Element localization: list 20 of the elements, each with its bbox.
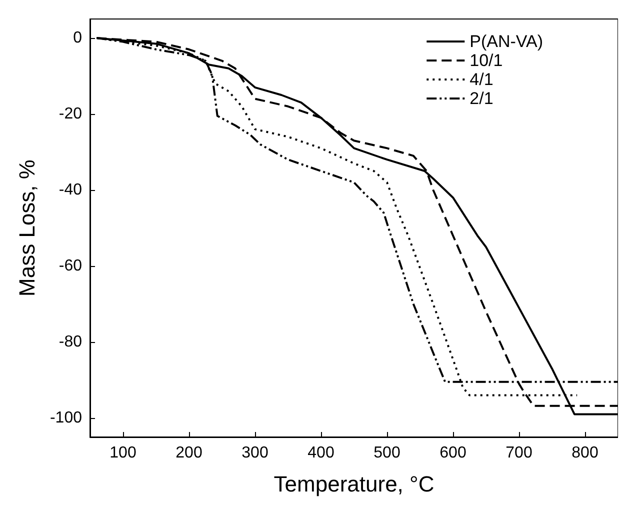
y-tick-label: -60 [58, 258, 82, 274]
x-tick-label: 300 [242, 444, 268, 462]
x-tick-label: 800 [572, 444, 598, 462]
x-tick-label: 500 [374, 444, 400, 462]
x-axis-title: Temperature, °C [274, 472, 434, 496]
y-tick-label: -80 [58, 334, 82, 350]
x-tick-label: 700 [506, 444, 532, 462]
x-tick-label: 600 [440, 444, 466, 462]
y-tick-label: -40 [58, 182, 82, 198]
y-axis-title: Mass Loss, % [14, 160, 40, 296]
legend-label: P(AN-VA) [470, 32, 544, 51]
legend-label: 2/1 [470, 89, 494, 108]
x-tick-label: 200 [176, 444, 202, 462]
x-tick-label: 100 [110, 444, 136, 462]
legend-label: 10/1 [470, 51, 503, 70]
y-tick-label: -20 [58, 106, 82, 122]
legend-label: 4/1 [470, 70, 494, 89]
x-tick-label: 400 [308, 444, 334, 462]
y-tick-label: -100 [50, 410, 82, 426]
y-tick-label: 0 [73, 30, 82, 46]
